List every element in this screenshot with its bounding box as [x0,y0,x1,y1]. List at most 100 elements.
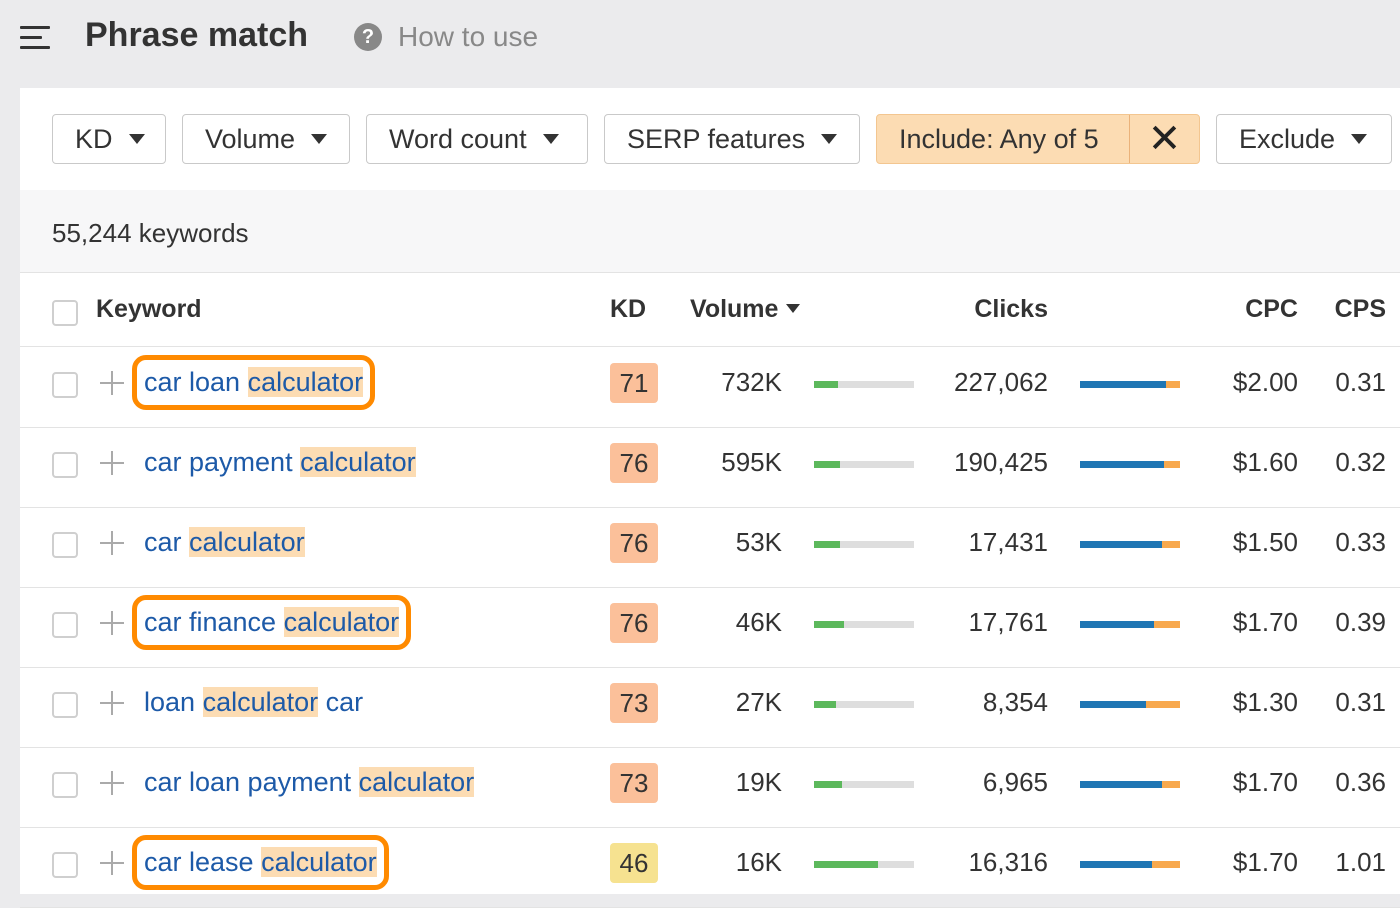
clicks-value: 17,431 [968,527,1048,557]
volume-bar-fill [814,461,840,468]
volume-column-header[interactable]: Volume [690,295,801,324]
serp-features-filter-button[interactable]: SERP features [604,114,860,164]
kd-badge: 73 [610,763,658,803]
kd-badge: 46 [610,843,658,883]
keyword-match-highlight: calculator [283,607,400,637]
clicks-bar-organic-fill [1080,461,1164,468]
keyword-link[interactable]: car finance calculator [131,595,412,650]
keyword-link[interactable]: car calculator [144,527,305,558]
sort-desc-icon [786,303,801,313]
kd-filter-label: KD [75,123,113,154]
kd-badge: 71 [610,363,658,403]
cpc-value: $1.70 [1232,767,1298,797]
add-to-list-icon[interactable] [100,609,124,637]
keyword-count: 55,244 keywords [52,218,249,248]
table-row: car calculator 76 53K 17,431 $1.50 0.33 [20,507,1400,588]
clicks-bar [1080,621,1180,628]
keyword-text: car payment [144,447,301,477]
volume-bar-fill [814,781,842,788]
keyword-link[interactable]: car loan payment calculator [144,767,475,798]
volume-filter-button[interactable]: Volume [182,114,350,164]
row-checkbox[interactable] [52,612,78,638]
row-checkbox[interactable] [52,772,78,798]
keyword-text: car finance [144,607,284,637]
filter-bar: KD Volume Word count SERP features Inclu… [20,88,1400,191]
cps-value: 0.31 [1335,367,1386,397]
keyword-text: car loan payment [144,767,359,797]
volume-value: 732K [721,367,782,397]
row-checkbox[interactable] [52,692,78,718]
word-count-filter-button[interactable]: Word count [366,114,588,164]
summary-bar [20,190,1400,273]
volume-value: 19K [735,767,782,797]
kd-badge: 76 [610,523,658,563]
cps-column-header[interactable]: CPS [1334,295,1386,323]
cpc-value: $1.70 [1232,607,1298,637]
keyword-link[interactable]: car loan calculator [131,355,376,410]
chevron-down-icon [1351,134,1368,144]
table-row: car finance calculator 76 46K 17,761 $1.70 0.… [20,587,1400,668]
clicks-value: 227,062 [954,367,1048,397]
clicks-bar-organic-fill [1080,861,1152,868]
keyword-match-highlight: calculator [300,447,416,477]
menu-icon[interactable] [20,26,50,50]
clicks-bar-organic-fill [1080,701,1146,708]
clicks-bar-organic-fill [1080,621,1154,628]
select-all-checkbox[interactable] [52,300,78,326]
top-header: Phrase match ? How to use [0,0,1400,88]
clicks-value: 8,354 [982,687,1048,717]
how-to-use-link[interactable]: ? How to use [354,21,538,52]
clicks-bar-organic-fill [1080,381,1166,388]
volume-value: 27K [735,687,782,717]
kd-badge: 76 [610,443,658,483]
keyword-link[interactable]: car lease calculator [132,835,389,890]
chevron-down-icon [542,134,559,144]
row-checkbox[interactable] [52,452,78,478]
clicks-bar [1080,861,1180,868]
keyword-match-highlight: calculator [189,527,305,557]
exclude-filter-label: Exclude [1239,123,1336,154]
add-to-list-icon[interactable] [100,449,124,477]
keyword-link[interactable]: car payment calculator [144,447,416,478]
cpc-value: $1.60 [1232,447,1298,477]
add-to-list-icon[interactable] [100,769,124,797]
add-to-list-icon[interactable] [100,529,124,557]
table-row: car loan payment calculator 73 19K 6,965 $1.… [20,747,1400,828]
kd-column-header[interactable]: KD [610,295,647,323]
volume-bar-fill [814,861,878,868]
cpc-value: $2.00 [1232,367,1298,397]
keyword-link[interactable]: loan calculator car [144,687,363,718]
clicks-bar [1080,781,1180,788]
chevron-down-icon [821,134,838,144]
row-checkbox[interactable] [52,852,78,878]
volume-value: 595K [721,447,782,477]
clicks-column-header[interactable]: Clicks [974,295,1048,323]
volume-value: 46K [735,607,782,637]
add-to-list-icon[interactable] [100,849,124,877]
clicks-value: 16,316 [968,847,1048,877]
close-icon[interactable]: ✕ [1147,117,1182,161]
volume-value: 53K [735,527,782,557]
row-checkbox[interactable] [52,372,78,398]
add-to-list-icon[interactable] [100,689,124,717]
table-row: car loan calculator 71 732K 227,062 $2.00 0.3… [20,347,1400,428]
row-checkbox[interactable] [52,532,78,558]
cpc-column-header[interactable]: CPC [1245,295,1298,323]
keyword-text: car lease [144,847,262,877]
keyword-match-highlight: calculator [358,767,475,797]
add-to-list-icon[interactable] [100,369,124,397]
volume-bar-fill [814,541,840,548]
keyword-text: loan [144,687,203,717]
volume-bar [814,461,914,468]
table-header: Keyword KD Volume Clicks CPC CPS [20,273,1400,347]
chevron-down-icon [128,134,145,144]
kd-filter-button[interactable]: KD [52,114,166,164]
clicks-value: 190,425 [954,447,1048,477]
keyword-column-header[interactable]: Keyword [96,295,202,323]
keyword-text: car [144,527,190,557]
volume-bar [814,381,914,388]
include-filter-button[interactable]: Include: Any of 5 ✕ [876,114,1200,164]
table-row: loan calculator car 73 27K 8,354 $1.30 0.31 [20,667,1400,748]
exclude-filter-button[interactable]: Exclude [1216,114,1392,164]
kd-badge: 73 [610,683,658,723]
